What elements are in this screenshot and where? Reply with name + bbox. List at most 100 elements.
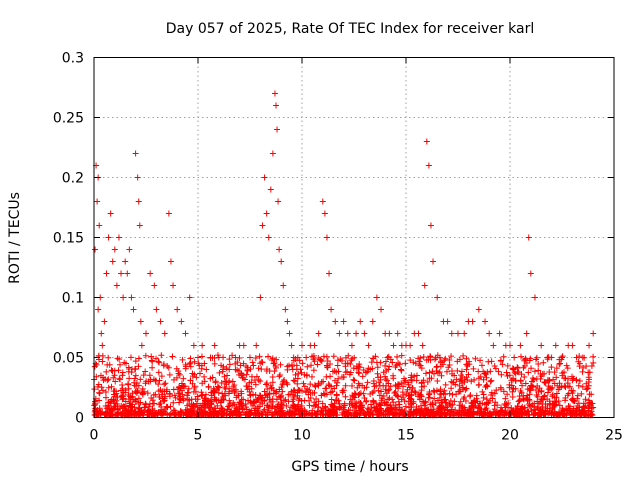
data-point xyxy=(187,411,194,418)
data-point xyxy=(296,387,303,394)
data-point xyxy=(122,387,129,394)
data-point xyxy=(307,381,314,388)
data-point xyxy=(546,369,553,376)
data-point xyxy=(390,342,397,349)
x-tick-label: 5 xyxy=(194,428,203,444)
data-point xyxy=(448,353,455,360)
data-point xyxy=(108,367,115,374)
y-tick-label: 0 xyxy=(75,411,84,427)
data-point xyxy=(401,375,408,382)
data-point xyxy=(527,355,534,362)
data-point xyxy=(257,294,264,301)
data-point xyxy=(585,404,592,411)
data-point xyxy=(97,410,104,417)
data-point xyxy=(99,342,106,349)
data-point xyxy=(351,408,358,415)
data-point xyxy=(142,401,149,408)
data-point xyxy=(382,362,389,369)
data-point xyxy=(548,364,555,371)
data-point xyxy=(392,364,399,371)
data-point xyxy=(107,210,114,217)
data-point xyxy=(102,376,109,383)
data-point xyxy=(456,388,463,395)
data-point xyxy=(468,400,475,407)
data-point xyxy=(263,380,270,387)
chart-title: Day 057 of 2025, Rate Of TEC Index for r… xyxy=(166,21,534,37)
data-point xyxy=(119,382,126,389)
data-point xyxy=(171,392,178,399)
data-point xyxy=(214,383,221,390)
data-point xyxy=(334,362,341,369)
data-point xyxy=(211,360,218,367)
data-point xyxy=(256,392,263,399)
data-point xyxy=(92,407,99,414)
data-point xyxy=(298,369,305,376)
data-point xyxy=(117,361,124,368)
data-point xyxy=(339,374,346,381)
data-point xyxy=(541,392,548,399)
data-point xyxy=(575,382,582,389)
data-point xyxy=(244,386,251,393)
data-point xyxy=(157,400,164,407)
data-point xyxy=(472,355,479,362)
data-point xyxy=(356,361,363,368)
data-point xyxy=(470,409,477,416)
data-point xyxy=(135,363,142,370)
data-point xyxy=(542,411,549,418)
data-point xyxy=(399,389,406,396)
data-point xyxy=(226,366,233,373)
data-point xyxy=(578,390,585,397)
data-point xyxy=(126,375,133,382)
data-point xyxy=(274,126,281,133)
data-point xyxy=(463,385,470,392)
data-point xyxy=(520,392,527,399)
data-point xyxy=(278,258,285,265)
data-point xyxy=(525,369,532,376)
data-point xyxy=(319,411,326,418)
data-points xyxy=(91,90,597,419)
data-point xyxy=(376,392,383,399)
data-point xyxy=(377,411,384,418)
data-point xyxy=(251,399,258,406)
data-point xyxy=(583,380,590,387)
data-point xyxy=(299,342,305,349)
data-point xyxy=(180,383,187,390)
data-point xyxy=(457,376,464,383)
data-point xyxy=(424,379,431,386)
data-point xyxy=(143,330,149,337)
data-point xyxy=(434,294,441,301)
data-point xyxy=(190,388,197,395)
data-point xyxy=(131,379,138,386)
data-point xyxy=(460,409,467,416)
data-point xyxy=(185,389,192,396)
data-point xyxy=(335,375,342,382)
data-point xyxy=(342,393,349,400)
data-point xyxy=(319,198,326,205)
data-point xyxy=(496,410,503,417)
data-point xyxy=(444,403,451,410)
data-point xyxy=(461,330,468,337)
data-point xyxy=(275,198,282,205)
data-point xyxy=(401,379,408,386)
data-point xyxy=(456,356,463,363)
data-point xyxy=(487,368,494,375)
data-point xyxy=(434,378,441,385)
data-point xyxy=(368,405,375,412)
data-point xyxy=(436,368,443,375)
data-point xyxy=(452,407,459,414)
data-point xyxy=(325,411,332,418)
data-point xyxy=(355,380,362,387)
data-point xyxy=(134,387,141,394)
data-point xyxy=(575,358,582,365)
data-point xyxy=(240,342,247,349)
data-point xyxy=(294,375,301,382)
data-point xyxy=(443,368,450,375)
data-point xyxy=(585,397,592,404)
data-point xyxy=(347,369,354,376)
data-point xyxy=(237,362,244,369)
data-point xyxy=(137,318,144,325)
data-point xyxy=(420,398,427,405)
data-point xyxy=(218,380,225,387)
data-point xyxy=(522,380,529,387)
data-point xyxy=(156,359,163,366)
